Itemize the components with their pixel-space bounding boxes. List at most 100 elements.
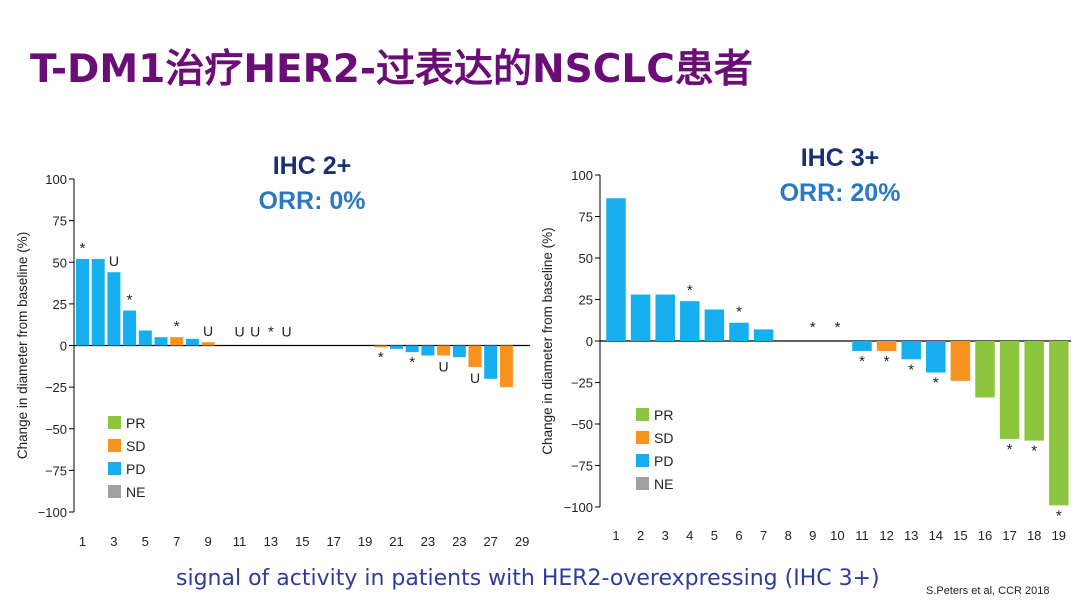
x-tick-label: 6 xyxy=(735,528,742,543)
x-tick-label: 19 xyxy=(1052,528,1066,543)
u-annotation: U xyxy=(470,370,480,386)
chart-title-ihc2: IHC 2+ xyxy=(272,152,352,180)
x-tick-label: 17 xyxy=(326,534,340,549)
u-annotation: U xyxy=(109,253,119,269)
asterisk-annotation: * xyxy=(80,240,86,257)
asterisk-annotation: * xyxy=(859,353,865,370)
x-tick-label: 23 xyxy=(421,534,435,549)
legend-label-ne: NE xyxy=(654,476,673,492)
y-tick-label: 25 xyxy=(53,297,67,312)
x-tick-label: 16 xyxy=(978,528,992,543)
x-tick-label: 21 xyxy=(389,534,403,549)
x-tick-label: 8 xyxy=(785,528,792,543)
y-tick-label: 25 xyxy=(579,293,593,308)
legend-label-sd: SD xyxy=(126,438,145,454)
asterisk-annotation: * xyxy=(378,349,384,366)
asterisk-annotation: * xyxy=(268,324,274,341)
bar-pd xyxy=(704,309,725,341)
legend-swatch-sd xyxy=(636,431,649,444)
bar-sd xyxy=(170,337,184,346)
y-tick-label: −75 xyxy=(45,463,67,478)
chart-title-ihc3: IHC 3+ xyxy=(800,144,880,172)
x-tick-label: 3 xyxy=(662,528,669,543)
x-tick-label: 12 xyxy=(879,528,893,543)
asterisk-annotation: * xyxy=(1056,507,1062,524)
y-tick-label: −25 xyxy=(45,380,67,395)
y-tick-label: 75 xyxy=(579,210,593,225)
x-tick-label: 11 xyxy=(855,528,869,543)
bar-sd xyxy=(499,345,513,388)
u-annotation: U xyxy=(439,358,449,374)
u-annotation: U xyxy=(203,323,213,339)
bar-pr xyxy=(999,341,1020,439)
asterisk-annotation: * xyxy=(884,353,890,370)
bar-pd xyxy=(926,341,946,373)
bar-pd xyxy=(680,301,700,341)
asterisk-annotation: * xyxy=(908,361,914,378)
x-tick-label: 13 xyxy=(904,528,918,543)
bar-pd xyxy=(630,294,651,341)
legend-label-pd: PD xyxy=(654,453,673,469)
bar-pd xyxy=(452,345,466,358)
y-tick-label: −75 xyxy=(571,459,593,474)
x-tick-label: 27 xyxy=(483,534,497,549)
y-tick-label: 50 xyxy=(579,251,593,266)
asterisk-annotation: * xyxy=(174,318,180,335)
y-tick-label: −100 xyxy=(564,500,593,515)
bar-pr xyxy=(1049,341,1069,506)
x-tick-label: 15 xyxy=(953,528,967,543)
slide-title: T-DM1治疗HER2-过表达的NSCLC患者 xyxy=(30,47,753,92)
orr-label-ihc2: ORR: 0% xyxy=(258,187,366,215)
y-tick-label: −50 xyxy=(571,417,593,432)
x-tick-label: 1 xyxy=(79,534,86,549)
legend-swatch-pr xyxy=(108,416,121,429)
bar-pd xyxy=(606,198,626,341)
bar-pd xyxy=(421,345,435,356)
asterisk-annotation: * xyxy=(834,319,840,336)
x-tick-label: 15 xyxy=(295,534,309,549)
bar-pd xyxy=(901,341,921,360)
y-axis-title: Change in diameter from baseline (%) xyxy=(15,232,30,459)
y-tick-label: −100 xyxy=(38,505,67,520)
y-tick-label: 50 xyxy=(53,255,67,270)
x-tick-label: 10 xyxy=(830,528,844,543)
legend-swatch-pd xyxy=(636,454,649,467)
legend-swatch-pd xyxy=(108,462,121,475)
bar-pd xyxy=(729,322,749,341)
bar-pd xyxy=(484,345,498,379)
asterisk-annotation: * xyxy=(810,319,816,336)
legend-label-pr: PR xyxy=(654,407,673,423)
x-tick-label: 9 xyxy=(204,534,211,549)
x-tick-label: 14 xyxy=(929,528,943,543)
x-tick-label: 11 xyxy=(233,534,247,549)
bar-pd xyxy=(753,329,774,341)
x-tick-label: 9 xyxy=(809,528,816,543)
bar-pr xyxy=(1024,341,1044,441)
x-tick-label: 2 xyxy=(637,528,644,543)
x-tick-label: 5 xyxy=(711,528,718,543)
x-tick-label: 7 xyxy=(760,528,767,543)
asterisk-annotation: * xyxy=(736,304,742,321)
u-annotation: U xyxy=(234,324,244,340)
y-tick-label: −50 xyxy=(45,422,67,437)
bar-sd xyxy=(876,341,897,351)
legend-swatch-ne xyxy=(108,485,121,498)
asterisk-annotation: * xyxy=(127,292,133,309)
asterisk-annotation: * xyxy=(933,375,939,392)
bar-pd xyxy=(655,294,675,341)
legend-label-pd: PD xyxy=(126,461,145,477)
asterisk-annotation: * xyxy=(1031,443,1037,460)
y-tick-label: 75 xyxy=(53,214,67,229)
bar-pd xyxy=(390,345,403,349)
bar-pd xyxy=(76,258,89,346)
bar-sd xyxy=(468,345,482,368)
bar-pd xyxy=(852,341,872,351)
u-annotation: U xyxy=(250,324,260,340)
y-tick-label: 100 xyxy=(571,168,593,183)
bar-sd xyxy=(950,341,971,381)
asterisk-annotation: * xyxy=(687,282,693,299)
x-tick-label: 23 xyxy=(452,534,466,549)
x-tick-label: 18 xyxy=(1027,528,1041,543)
bar-pr xyxy=(975,341,995,398)
